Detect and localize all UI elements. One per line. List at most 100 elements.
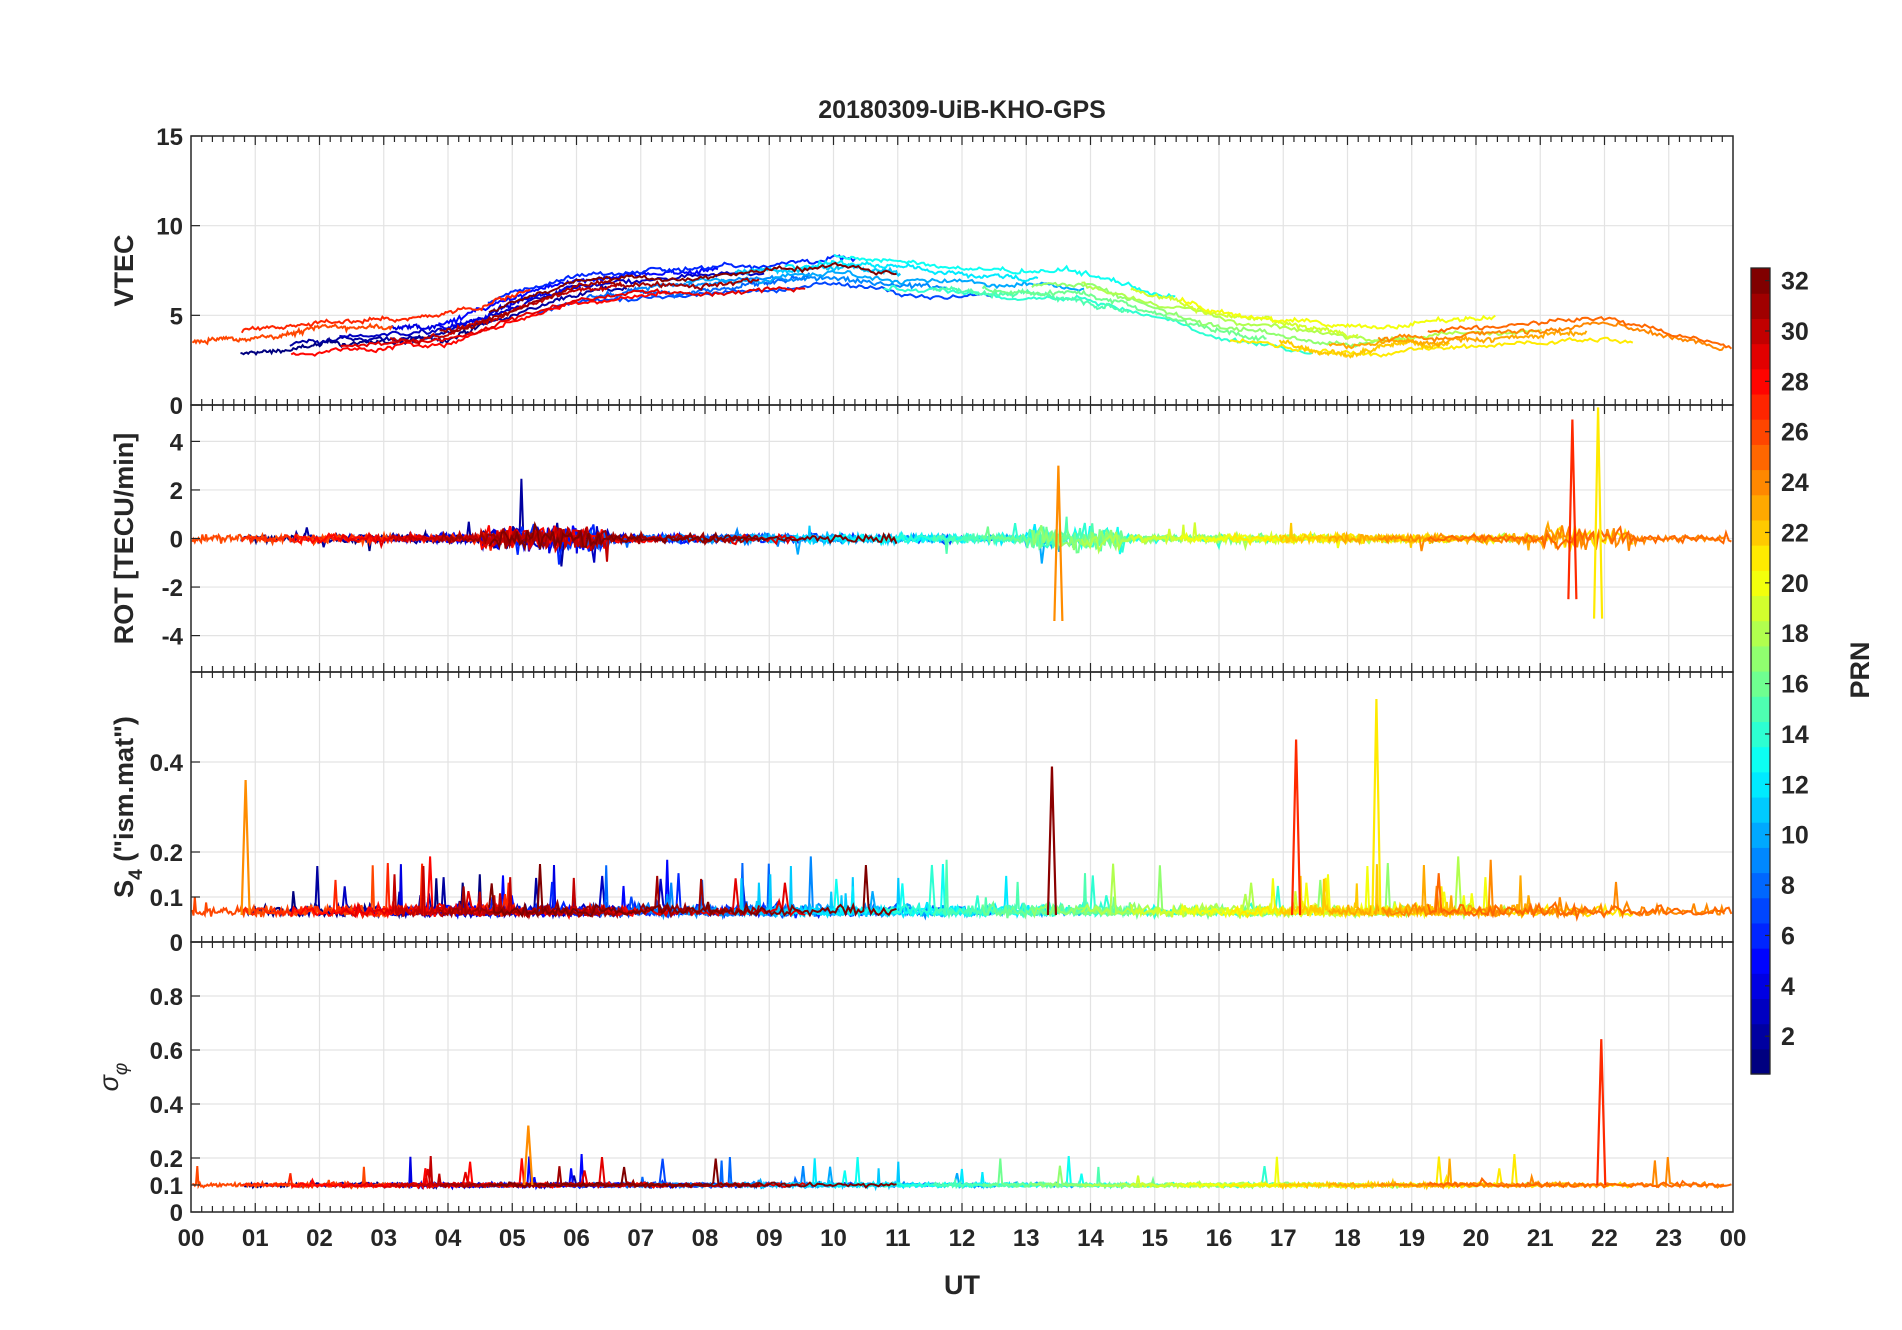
rot-series-prn-25 [1427,525,1732,551]
rot-ytick-label: 4 [170,429,184,456]
x-tick-label: 16 [1206,1225,1233,1252]
x-tick-label: 13 [1013,1225,1040,1252]
chart-title: 20180309-UiB-KHO-GPS [818,96,1106,124]
sigma_phi-ytick-label: 0.8 [150,984,183,1011]
vtec-series-prn-16 [981,284,1267,342]
rot-ytick-label: 0 [170,527,183,554]
s4-ylabel: S4 ("ism.mat") [109,716,147,898]
x-tick-label: 01 [242,1225,269,1252]
s4-series [191,698,1733,922]
colorbar-tick-label: 4 [1781,973,1795,1001]
colorbar-segment [1751,998,1770,1025]
s4-spike-1 [1291,739,1302,916]
x-tick-label: 04 [435,1225,462,1252]
rot-series-prn-32 [488,521,898,552]
x-tick-label: 00 [178,1225,205,1252]
colorbar-segment [1751,948,1770,974]
ylabel-main: σ [94,1073,124,1091]
colorbar-segment [1751,721,1770,748]
colorbar-segment [1751,822,1770,848]
vtec-series-prn-13 [833,253,1176,299]
colorbar-segment [1751,545,1770,571]
s4-ytick-label: 0.1 [150,885,183,912]
colorbar-segment [1751,494,1770,521]
colorbar-segment [1751,1048,1770,1075]
s4-ytick-label: 0.4 [150,750,184,777]
vtec-series-prn-23 [1328,328,1588,350]
x-tick-label: 03 [370,1225,397,1252]
vtec-series [192,253,1733,359]
x-axis-label: UT [944,1270,980,1300]
vtec-ticks [191,135,1723,406]
x-tick-label: 15 [1141,1225,1168,1252]
colorbar-tick-label: 22 [1781,519,1809,547]
rot-ytick-label: 2 [170,478,183,505]
colorbar-tick-label: 6 [1781,922,1795,950]
colorbar-segment [1751,393,1770,420]
colorbar-tick-label: 20 [1781,570,1809,598]
x-tick-label: 22 [1591,1225,1618,1252]
sigma_phi-series-prn-32 [488,1158,897,1189]
colorbar-tick-label: 28 [1781,368,1809,396]
vtec-series-prn-28 [290,290,669,357]
colorbar-segment [1751,696,1770,722]
colorbar-tick-label: 14 [1781,721,1809,749]
colorbar-segment [1751,469,1770,496]
rot-spike-0 [1053,465,1064,622]
panel-sigma_phi: 00.10.2 0.4 0.6 0.8 σφ [94,941,1734,1227]
colorbar-segment [1751,973,1770,1000]
x-tick-label: 05 [499,1225,526,1252]
x-tick-label: 20 [1463,1225,1490,1252]
colorbar-segment [1751,595,1770,622]
s4-ytick-label: 0.2 [150,840,183,867]
colorbar-tick-label: 26 [1781,419,1809,447]
rot-ticks [191,405,1723,672]
s4-series-prn-12 [784,875,1039,919]
sigma_phi-ytick-label: 0 [170,1200,183,1227]
colorbar-tick-label: 32 [1781,268,1809,296]
s4-ticks [191,672,1723,943]
sigma_phi-series-prn-25 [1427,1176,1732,1189]
x-tick-label: 17 [1270,1225,1297,1252]
colorbar-segment [1751,746,1770,773]
rot-spike-2 [1592,407,1604,619]
sigma_phi-series [192,1039,1732,1192]
ylabel-sub: 4 [126,869,147,880]
sigma_phi-ytick-label: 0.2 [150,1146,183,1173]
vtec-series-prn-12 [784,259,1039,283]
x-tick-label: 21 [1527,1225,1554,1252]
ylabel-rest: ("ism.mat") [109,716,139,869]
colorbar-tick-label: 24 [1781,469,1809,497]
x-tick-label: 09 [756,1225,783,1252]
x-tick-labels: 00 01 02 03 04 05 06 07 08 09 10 11 12 13 14 15 16 17 18 19… [178,1225,1747,1252]
colorbar-segment [1751,796,1770,823]
s4-spike-0 [240,779,251,916]
colorbar-segment [1751,343,1770,370]
sigma_phi-ytick-label: 0.4 [150,1092,184,1119]
s4-series-prn-32 [488,864,897,919]
x-tick-label: 11 [885,1225,910,1252]
panel-rot: -4 -2 0 2 4 ROT [TECU/min] [109,404,1734,673]
vtec-series-prn-6 [487,254,857,304]
sigma_phi-ytick-label: 0.6 [150,1038,183,1065]
vtec-series-prn-15 [932,285,1130,314]
colorbar-tick-label: 30 [1781,318,1809,346]
colorbar-segment [1751,570,1770,597]
colorbar-segment [1751,1023,1770,1050]
rot-ytick-label: -4 [162,624,184,651]
colorbar-segment [1751,897,1770,924]
colorbar-tick-label: 12 [1781,771,1809,799]
vtec-series-prn-8 [586,272,811,300]
x-tick-label: 08 [692,1225,719,1252]
s4-spike-3 [1046,766,1058,916]
vtec-ytick-label: 15 [156,124,183,151]
x-tick-label: 23 [1655,1225,1682,1252]
vtec-series-prn-31 [439,277,760,334]
colorbar-segment [1751,771,1770,798]
sigma_phi-ylabel: σφ [94,1063,132,1092]
colorbar-tick-label: 8 [1781,872,1795,900]
colorbar-tick-label: 10 [1781,822,1809,850]
rot-series-prn-31 [439,527,760,551]
